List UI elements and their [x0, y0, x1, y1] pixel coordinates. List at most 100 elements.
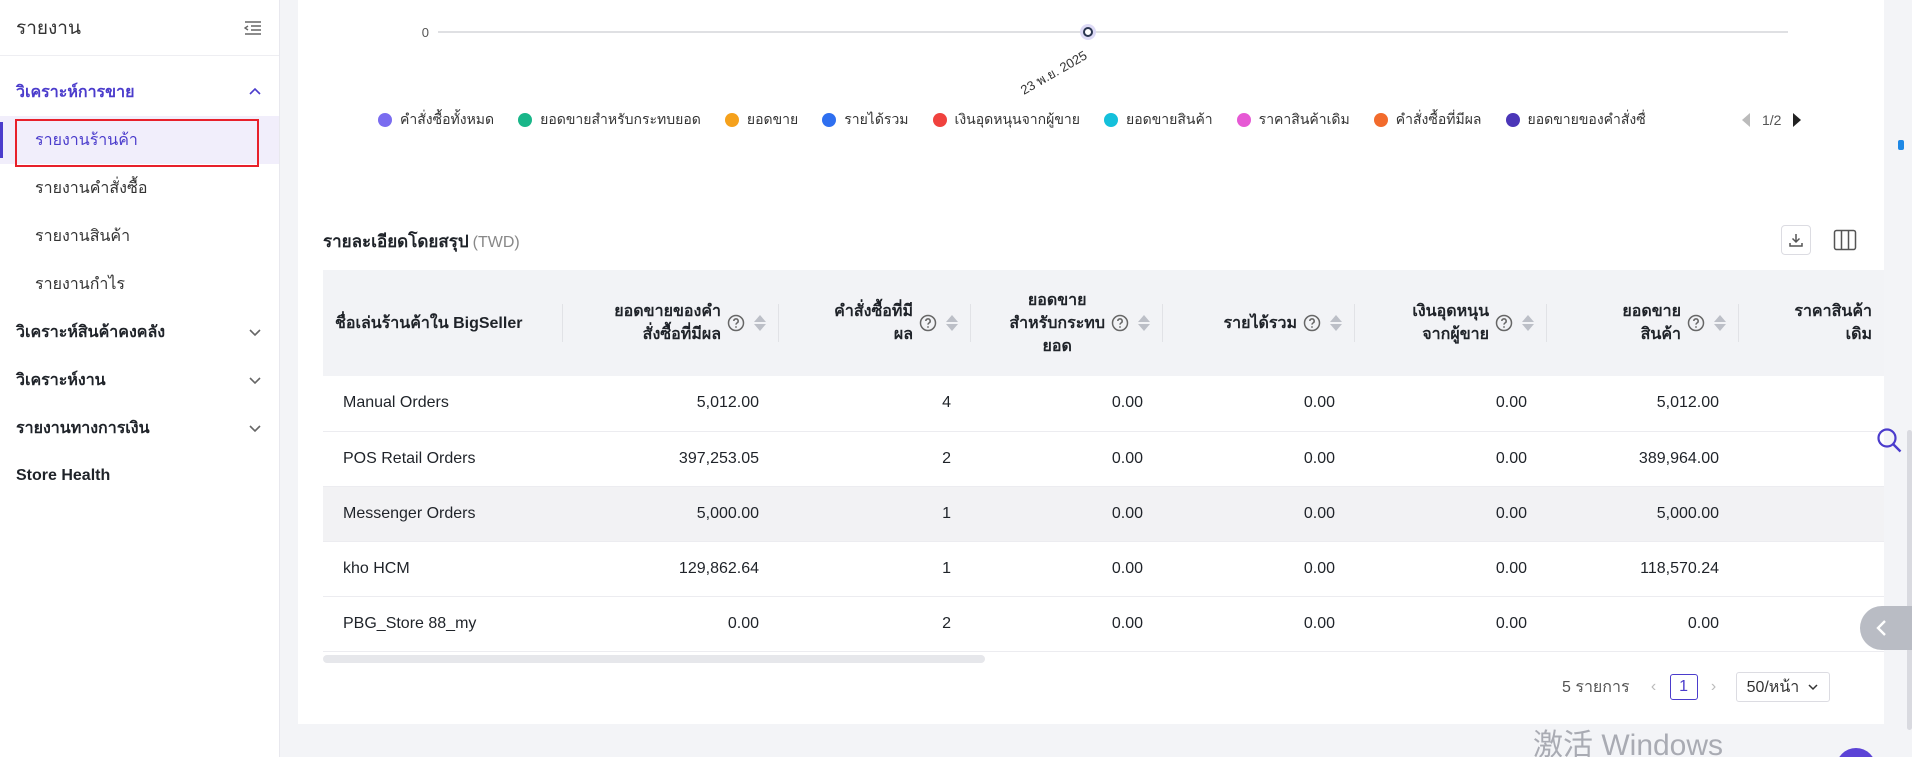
summary-unit: (TWD) [472, 234, 520, 251]
table-cell: 0.00 [971, 431, 1163, 487]
sidebar-group-store-health[interactable]: Store Health [0, 452, 279, 500]
legend-item[interactable]: ราคาสินค้าเดิม [1236, 109, 1350, 131]
legend-label: ยอดขายสินค้า [1125, 111, 1213, 127]
legend-item[interactable]: คำสั่งซื้อที่มีผล [1373, 109, 1482, 131]
sidebar: รายงาน วิเคราะห์การขาย รายงานร้านค้า ราย… [0, 0, 280, 757]
prev-page-icon[interactable]: ‹ [1650, 678, 1657, 695]
table-cell: 1 [779, 486, 971, 542]
table-row[interactable]: PBG_Store 88_my 0.00 2 0.00 0.00 0.00 0.00 [323, 596, 1884, 652]
legend-item[interactable]: คำสั่งซื้อทั้งหมด [378, 109, 494, 131]
sort-icon[interactable] [1329, 313, 1343, 333]
data-point[interactable] [1083, 27, 1093, 37]
column-header-label: ยอดขาย สำหรับกระทบ ยอด [1009, 291, 1105, 355]
sidebar-group-sales-analysis[interactable]: วิเคราะห์การขาย [0, 68, 279, 116]
page-number-button[interactable]: 1 [1669, 674, 1698, 700]
store-name-cell: POS Retail Orders [323, 431, 563, 487]
legend-item[interactable]: ยอดขายสำหรับกระทบยอด [518, 109, 701, 131]
column-header-store-name: ชื่อเล่นร้านค้าใน BigSeller [323, 270, 563, 376]
side-panel-toggle-button[interactable] [1860, 606, 1912, 650]
table-cell: 4 [779, 376, 971, 432]
page-scrollbar[interactable] [1907, 430, 1912, 730]
table-header-row: ชื่อเล่นร้านค้าใน BigSeller ยอดขายของคำ … [323, 270, 1884, 376]
chart-canvas: 0 23 พ.ย. 2025 [422, 24, 1788, 98]
legend-item[interactable]: ยอดขายของคำสั่งซื่ [1505, 109, 1646, 131]
sidebar-group-label: วิเคราะห์การขาย [16, 83, 135, 101]
search-icon[interactable] [1874, 425, 1904, 455]
summary-table-container: ชื่อเล่นร้านค้าใน BigSeller ยอดขายของคำ … [323, 270, 1884, 662]
help-icon[interactable] [1111, 314, 1129, 332]
legend-label: ราคาสินค้าเดิม [1258, 111, 1350, 127]
table-cell: 0.00 [1163, 596, 1355, 652]
chevron-left-icon [1876, 620, 1886, 636]
sort-icon[interactable] [1713, 313, 1727, 333]
legend-page-indicator: 1/2 [1762, 112, 1782, 128]
column-settings-button[interactable] [1830, 225, 1860, 255]
table-row[interactable]: Manual Orders 5,012.00 4 0.00 0.00 0.00 5,012.… [323, 376, 1884, 432]
column-header-effective-orders[interactable]: คำสั่งซื้อที่มี ผล [779, 270, 971, 376]
sidebar-item-order-report[interactable]: รายงานคำสั่งซื้อ [35, 179, 148, 197]
help-icon[interactable] [1687, 314, 1705, 332]
table-cell: 2 [779, 596, 971, 652]
table-cell: 0.00 [1163, 486, 1355, 542]
download-icon [1789, 234, 1803, 247]
table-cell: 0.00 [1355, 431, 1547, 487]
column-header-label: รายได้รวม [1223, 314, 1297, 332]
help-chat-icon[interactable] [1836, 748, 1876, 757]
column-header-seller-subsidy[interactable]: เงินอุดหนุน จากผู้ขาย [1355, 270, 1547, 376]
sidebar-item-profit-report[interactable]: รายงานกำไร [35, 275, 125, 293]
legend-dot-icon [1236, 113, 1251, 127]
sidebar-group-task-analysis[interactable]: วิเคราะห์งาน [0, 356, 279, 404]
legend-label: รายได้รวม [844, 111, 909, 127]
column-header-reconciliation-sales[interactable]: ยอดขาย สำหรับกระทบ ยอด [971, 270, 1163, 376]
column-header-total-revenue[interactable]: รายได้รวม [1163, 270, 1355, 376]
column-header-effective-order-sales[interactable]: ยอดขายของคำ สั่งซื้อที่มีผล [563, 270, 779, 376]
menu-collapse-icon[interactable] [243, 18, 263, 38]
legend-item[interactable]: ยอดขาย [724, 109, 799, 131]
chevron-down-icon [247, 324, 263, 340]
sort-icon[interactable] [1137, 313, 1151, 333]
store-name-cell: kho HCM [323, 541, 563, 597]
page-size-select[interactable]: 50/หน้า [1735, 672, 1830, 702]
help-icon[interactable] [727, 314, 745, 332]
download-button[interactable] [1781, 225, 1811, 255]
trend-chart: 0 23 พ.ย. 2025 คำสั่งซื้อทั้งหมด ยอดขายสำห… [298, 0, 1884, 150]
sidebar-group-financial-report[interactable]: รายงานทางการเงิน [0, 404, 279, 452]
help-icon[interactable] [1495, 314, 1513, 332]
legend-dot-icon [724, 113, 739, 127]
chevron-down-icon [247, 372, 263, 388]
legend-item[interactable]: เงินอุดหนุนจากผู้ขาย [932, 109, 1080, 131]
sidebar-header: รายงาน [0, 0, 279, 56]
legend-item[interactable]: รายได้รวม [822, 109, 909, 131]
sidebar-item-store-report[interactable]: รายงานร้านค้า [0, 116, 279, 164]
table-row[interactable]: Messenger Orders 5,000.00 1 0.00 0.00 0.00 5,0… [323, 486, 1884, 542]
next-page-icon[interactable]: › [1710, 678, 1717, 695]
table-cell: 0.00 [1355, 376, 1547, 432]
legend-next-icon[interactable] [1789, 108, 1805, 132]
sort-icon[interactable] [945, 313, 959, 333]
sidebar-group-label: รายงานทางการเงิน [16, 419, 150, 437]
table-horizontal-scrollbar[interactable] [323, 655, 985, 663]
column-header-product-sales[interactable]: ยอดขาย สินค้า [1547, 270, 1739, 376]
sidebar-item-product-report[interactable]: รายงานสินค้า [35, 227, 131, 245]
store-name-cell: Messenger Orders [323, 486, 563, 542]
sidebar-group-inventory-analysis[interactable]: วิเคราะห์สินค้าคงคลัง [0, 308, 279, 356]
table-cell: 0.00 [1163, 431, 1355, 487]
legend-item[interactable]: ยอดขายสินค้า [1103, 109, 1213, 131]
legend-label: ยอดขาย [746, 111, 799, 127]
column-header-label: ยอดขาย สินค้า [1622, 303, 1681, 343]
column-header-original-price[interactable]: ราคาสินค้า เดิม [1739, 270, 1884, 376]
sort-icon[interactable] [1521, 313, 1535, 333]
help-icon[interactable] [919, 314, 937, 332]
legend-dot-icon [1373, 113, 1388, 127]
table-cell: 0.00 [563, 596, 779, 652]
legend-prev-icon[interactable] [1738, 108, 1754, 132]
table-row[interactable]: kho HCM 129,862.64 1 0.00 0.00 0.00 118,570.24 [323, 541, 1884, 597]
table-row[interactable]: POS Retail Orders 397,253.05 2 0.00 0.00 0.00… [323, 431, 1884, 487]
table-cell: 397,253.05 [563, 431, 779, 487]
help-icon[interactable] [1303, 314, 1321, 332]
table-cell: 0.00 [971, 596, 1163, 652]
sort-icon[interactable] [753, 313, 767, 333]
legend-label: ยอดขายสำหรับกระทบยอด [540, 111, 701, 127]
table-cell: 129,862.64 [563, 541, 779, 597]
scroll-marker [1898, 140, 1904, 150]
